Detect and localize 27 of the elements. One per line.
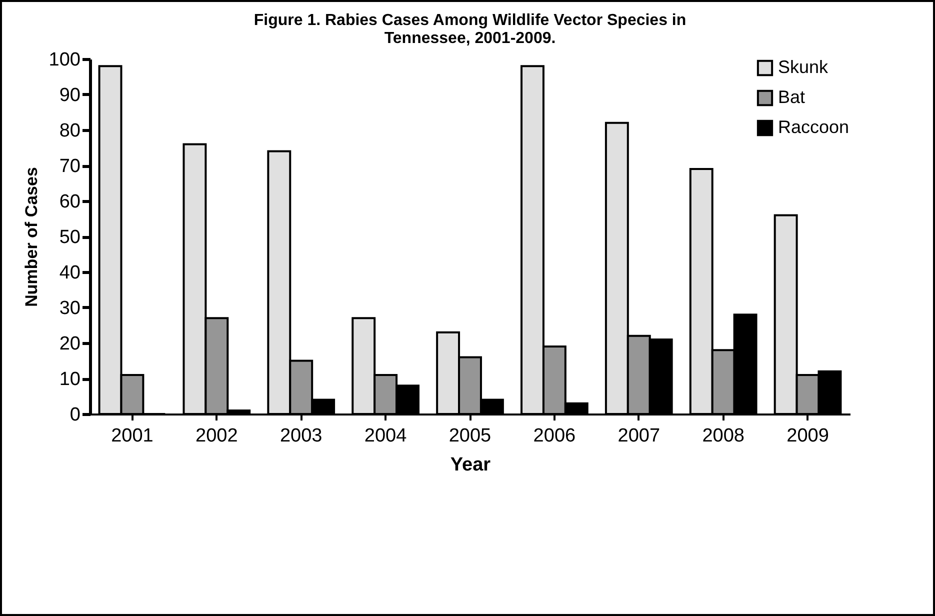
y-tick-label: 30: [59, 298, 80, 319]
x-tick-label: 2003: [280, 426, 322, 446]
x-tick-label: 2005: [448, 426, 492, 446]
x-tick-label: 2008: [702, 426, 744, 446]
y-tick-label: 40: [59, 262, 80, 284]
legend-label: Raccoon: [778, 117, 850, 137]
y-tick-label: 50: [59, 227, 80, 248]
x-axis-title: Year: [450, 454, 492, 476]
x-tick-label: 2004: [364, 426, 408, 446]
y-tick-label: 80: [59, 120, 80, 142]
text: Tennessee, 2001-2009.: [384, 30, 556, 47]
legend-label: Bat: [778, 87, 806, 107]
y-axis-title: Number of Cases: [22, 167, 41, 307]
text: Figure 1. Rabies Cases Among Wildlife Vector Species in: [254, 12, 686, 29]
x-tick-label: 2001: [111, 426, 154, 446]
x-tick-label: 2009: [786, 426, 829, 446]
y-tick-label: 0: [70, 404, 80, 426]
y-tick-label: 60: [59, 192, 80, 212]
y-tick-label: 100: [48, 50, 80, 70]
x-tick-label: 2007: [618, 426, 660, 446]
y-tick-label: 70: [59, 156, 80, 177]
y-tick-label: 10: [59, 369, 80, 390]
y-tick-label: 90: [59, 85, 80, 106]
x-tick-label: 2006: [533, 426, 576, 446]
legend-label: Skunk: [778, 57, 830, 77]
x-tick-label: 2002: [196, 426, 238, 446]
y-tick-label: 20: [59, 334, 80, 354]
